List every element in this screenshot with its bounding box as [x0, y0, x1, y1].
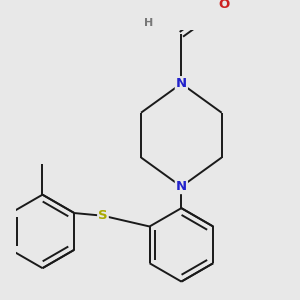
Text: H: H [145, 18, 154, 28]
Text: N: N [176, 180, 187, 193]
Text: N: N [176, 77, 187, 90]
Text: S: S [98, 209, 108, 222]
Text: O: O [218, 0, 230, 11]
